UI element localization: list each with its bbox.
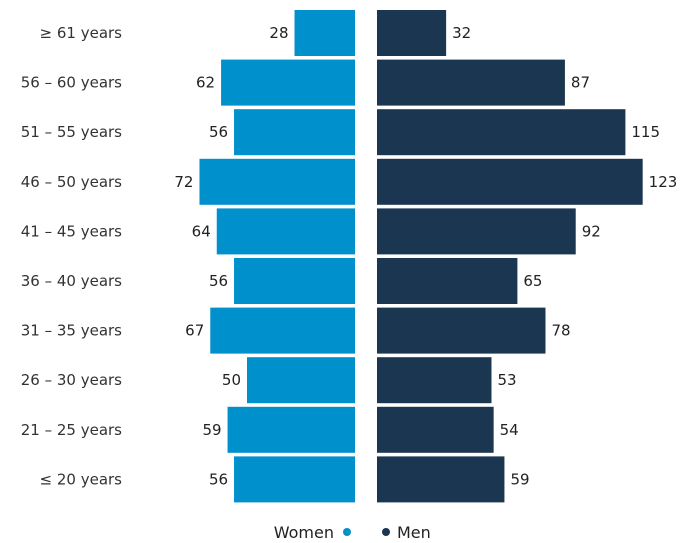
value-label-men: 87	[571, 74, 590, 92]
bar-men	[377, 59, 565, 106]
category-label: 31 – 35 years	[21, 322, 122, 340]
legend-marker-men	[382, 528, 390, 536]
value-label-men: 54	[500, 421, 519, 439]
bar-women	[234, 258, 355, 304]
bar-women	[234, 109, 355, 156]
bar-women	[210, 307, 355, 354]
category-label: 21 – 25 years	[21, 421, 122, 439]
value-label-women: 56	[209, 272, 228, 290]
category-label: ≤ 20 years	[40, 470, 123, 488]
value-label-men: 65	[523, 272, 542, 290]
category-label: 41 – 45 years	[21, 222, 122, 240]
bar-women	[227, 406, 355, 453]
bar-men	[377, 10, 447, 56]
value-label-men: 115	[631, 123, 660, 141]
category-label: 51 – 55 years	[21, 123, 122, 141]
bar-men	[377, 357, 492, 404]
bar-men	[377, 258, 518, 304]
legend-marker-women	[343, 528, 351, 536]
value-label-men: 92	[582, 222, 601, 240]
bar-men	[377, 109, 626, 156]
bar-women	[234, 456, 355, 503]
bar-men	[377, 208, 576, 255]
value-label-men: 53	[497, 371, 516, 389]
value-label-women: 64	[192, 222, 211, 240]
value-label-men: 78	[551, 322, 570, 340]
value-label-women: 62	[196, 74, 215, 92]
category-label: ≥ 61 years	[40, 24, 123, 42]
bar-men	[377, 406, 494, 453]
value-label-women: 72	[174, 173, 193, 191]
bars-layer: ≥ 61 years 28 32 56 – 60 years 62 87 51 – 55 y…	[21, 10, 678, 503]
value-label-women: 28	[269, 24, 288, 42]
category-label: 56 – 60 years	[21, 74, 122, 92]
bar-women	[294, 10, 355, 56]
bar-women	[221, 59, 355, 106]
category-label: 36 – 40 years	[21, 272, 122, 290]
category-label: 46 – 50 years	[21, 173, 122, 191]
value-label-men: 32	[452, 24, 471, 42]
bar-men	[377, 158, 643, 205]
value-label-women: 50	[222, 371, 241, 389]
value-label-women: 67	[185, 322, 204, 340]
bar-men	[377, 307, 546, 354]
legend-label-men: Men	[397, 523, 431, 542]
bar-women	[216, 208, 355, 255]
bar-women	[247, 357, 355, 404]
value-label-men: 59	[510, 470, 529, 488]
category-label: 26 – 30 years	[21, 371, 122, 389]
bar-men	[377, 456, 505, 503]
legend-label-women: Women	[274, 523, 334, 542]
value-label-women: 56	[209, 470, 228, 488]
value-label-women: 59	[202, 421, 221, 439]
value-label-women: 56	[209, 123, 228, 141]
legend: Women Men	[274, 523, 431, 542]
bar-women	[199, 158, 355, 205]
value-label-men: 123	[649, 173, 678, 191]
